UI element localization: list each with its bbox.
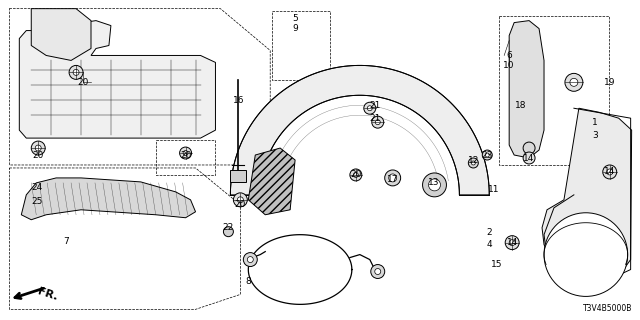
Polygon shape — [230, 65, 489, 195]
Text: T3V4B5000B: T3V4B5000B — [583, 304, 632, 313]
Text: 11: 11 — [488, 185, 499, 194]
Circle shape — [388, 174, 397, 182]
Circle shape — [350, 169, 362, 181]
Text: 8: 8 — [245, 277, 251, 286]
Circle shape — [471, 161, 476, 165]
Circle shape — [364, 102, 376, 114]
Bar — [230, 170, 246, 182]
Circle shape — [243, 252, 257, 267]
Circle shape — [375, 120, 380, 125]
Circle shape — [237, 197, 243, 203]
Circle shape — [385, 170, 401, 186]
Circle shape — [565, 73, 583, 91]
Text: 20: 20 — [235, 200, 246, 209]
Text: 7: 7 — [63, 237, 69, 246]
Text: 3: 3 — [592, 131, 598, 140]
Polygon shape — [21, 178, 196, 220]
Text: 21: 21 — [369, 114, 380, 123]
Circle shape — [607, 169, 612, 175]
Text: 9: 9 — [292, 24, 298, 33]
Circle shape — [367, 106, 372, 111]
Circle shape — [505, 236, 519, 250]
Text: 6: 6 — [506, 51, 512, 60]
Text: 13: 13 — [428, 179, 439, 188]
Circle shape — [523, 142, 535, 154]
Circle shape — [247, 257, 253, 262]
Text: 15: 15 — [490, 260, 502, 269]
Polygon shape — [542, 108, 632, 284]
Text: 2: 2 — [486, 228, 492, 237]
Circle shape — [429, 179, 440, 191]
Text: 12: 12 — [468, 156, 479, 165]
Text: 17: 17 — [387, 175, 399, 184]
Circle shape — [570, 78, 578, 86]
Text: 24: 24 — [31, 183, 43, 192]
Circle shape — [223, 227, 234, 237]
Polygon shape — [31, 9, 91, 60]
Text: 21: 21 — [369, 101, 380, 110]
Circle shape — [603, 165, 617, 179]
Text: 20: 20 — [180, 150, 191, 160]
Circle shape — [544, 213, 628, 296]
Polygon shape — [19, 20, 216, 138]
Circle shape — [372, 116, 384, 128]
Text: 14: 14 — [506, 238, 518, 247]
Text: 20: 20 — [77, 78, 89, 87]
Text: 18: 18 — [515, 101, 527, 110]
Text: 23: 23 — [481, 150, 493, 160]
Polygon shape — [248, 148, 295, 215]
Circle shape — [422, 173, 447, 197]
Circle shape — [468, 158, 478, 168]
Text: FR.: FR. — [36, 286, 59, 302]
Text: 4: 4 — [486, 240, 492, 249]
Text: 16: 16 — [232, 96, 244, 105]
Circle shape — [31, 141, 45, 155]
Circle shape — [485, 153, 489, 157]
Text: 14: 14 — [604, 167, 616, 176]
Circle shape — [483, 150, 492, 160]
Text: 25: 25 — [31, 197, 43, 206]
Polygon shape — [509, 20, 544, 158]
Circle shape — [509, 240, 515, 246]
Circle shape — [234, 193, 247, 207]
Circle shape — [353, 172, 358, 177]
Text: 10: 10 — [504, 61, 515, 70]
Circle shape — [523, 152, 535, 164]
Circle shape — [69, 65, 83, 79]
Text: 14: 14 — [524, 154, 535, 163]
Circle shape — [371, 265, 385, 278]
Circle shape — [180, 147, 191, 159]
Text: 22: 22 — [223, 223, 234, 232]
Circle shape — [183, 150, 188, 156]
Circle shape — [35, 145, 41, 151]
Circle shape — [73, 69, 79, 76]
Text: 1: 1 — [592, 118, 598, 127]
Text: 5: 5 — [292, 14, 298, 23]
Text: 20: 20 — [350, 171, 362, 180]
Text: 20: 20 — [33, 150, 44, 160]
Text: 19: 19 — [604, 78, 616, 87]
Circle shape — [375, 268, 381, 275]
